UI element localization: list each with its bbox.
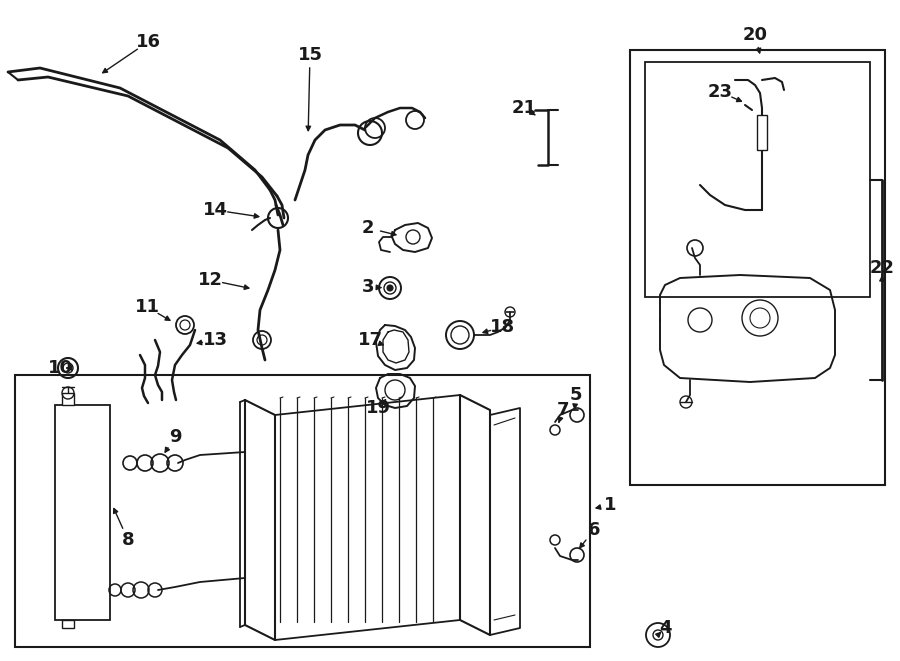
Text: 18: 18 <box>491 318 516 336</box>
Text: 22: 22 <box>869 259 895 277</box>
Text: 14: 14 <box>202 201 228 219</box>
Text: 21: 21 <box>511 99 536 117</box>
Bar <box>55 405 110 620</box>
Text: 1: 1 <box>604 496 617 514</box>
Bar <box>757 115 767 150</box>
Text: 3: 3 <box>362 278 374 296</box>
Text: 15: 15 <box>298 46 322 64</box>
Bar <box>15 375 590 647</box>
Text: 16: 16 <box>136 33 160 51</box>
Bar <box>62 393 74 405</box>
Bar <box>62 620 74 628</box>
Bar <box>645 62 870 297</box>
Text: 2: 2 <box>362 219 374 237</box>
Text: 5: 5 <box>570 386 582 404</box>
Text: 20: 20 <box>742 26 768 44</box>
Text: 10: 10 <box>48 359 73 377</box>
Text: 13: 13 <box>202 331 228 349</box>
Text: 8: 8 <box>122 531 134 549</box>
Text: 19: 19 <box>365 399 391 417</box>
Text: 4: 4 <box>659 619 671 637</box>
Text: 6: 6 <box>588 521 600 539</box>
Bar <box>630 50 885 485</box>
Text: 9: 9 <box>169 428 181 446</box>
Text: 7: 7 <box>557 401 569 419</box>
Text: 23: 23 <box>707 83 733 101</box>
Text: 11: 11 <box>134 298 159 316</box>
Text: 17: 17 <box>357 331 382 349</box>
Circle shape <box>387 285 393 291</box>
Text: 12: 12 <box>197 271 222 289</box>
